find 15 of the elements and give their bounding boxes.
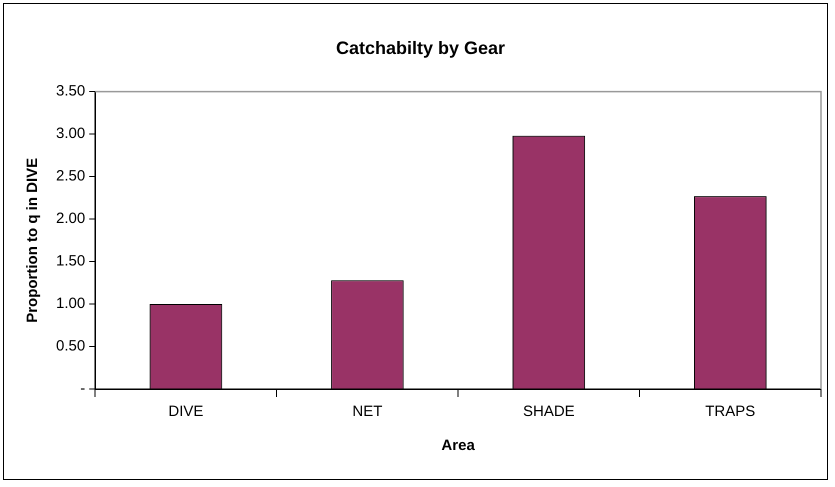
chart-title: Catchabilty by Gear xyxy=(336,38,506,58)
y-tick-label: 0.50 xyxy=(56,338,86,355)
x-tick-label: SHADE xyxy=(522,403,575,420)
y-tick-label: 1.50 xyxy=(56,252,86,270)
y-axis-title: Proportion to q in DIVE xyxy=(24,158,42,323)
y-tick-label: - xyxy=(80,380,86,398)
x-axis-title: Area xyxy=(441,437,476,454)
y-tick-label: 3.00 xyxy=(56,125,86,142)
x-tick-label: TRAPS xyxy=(705,403,756,420)
y-tick-label: 3.50 xyxy=(56,82,86,100)
y-tick-label: 2.50 xyxy=(56,168,86,185)
y-tick-label: 2.00 xyxy=(56,210,86,228)
y-tick-label: 1.00 xyxy=(56,295,86,312)
x-tick-label: NET xyxy=(352,403,382,420)
x-tick-label: DIVE xyxy=(168,403,204,420)
